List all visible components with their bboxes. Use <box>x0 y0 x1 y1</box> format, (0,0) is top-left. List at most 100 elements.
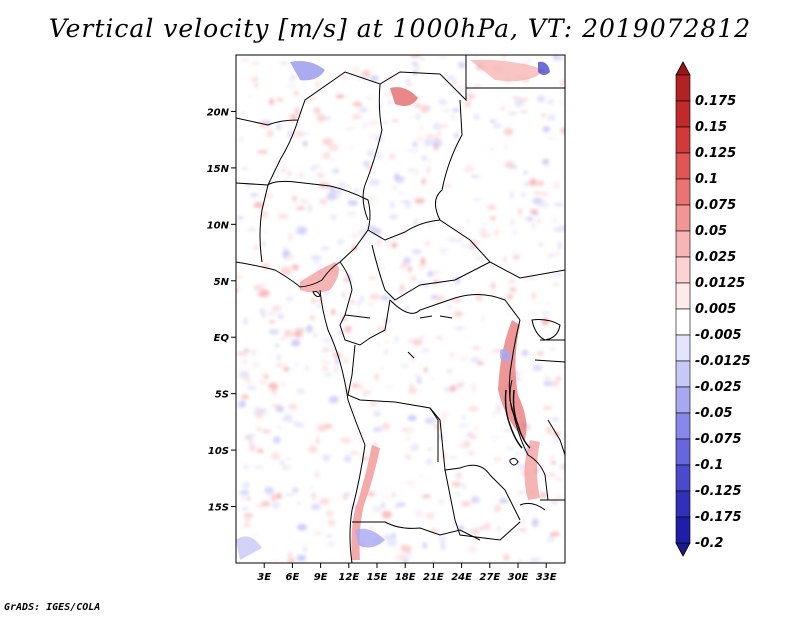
velocity-speckle <box>538 243 544 247</box>
velocity-speckle <box>238 400 247 408</box>
velocity-speckle <box>288 232 293 241</box>
velocity-speckle <box>422 542 428 549</box>
velocity-speckle <box>479 527 487 530</box>
velocity-speckle <box>294 330 302 337</box>
lat-tick-label: 5N <box>214 277 230 288</box>
velocity-speckle <box>310 503 321 511</box>
velocity-speckle <box>453 311 463 317</box>
velocity-speckle <box>438 124 449 128</box>
velocity-speckle <box>322 116 333 121</box>
velocity-speckle <box>368 195 377 204</box>
velocity-speckle <box>451 481 462 487</box>
velocity-speckle <box>493 229 500 236</box>
velocity-speckle <box>426 166 430 174</box>
velocity-speckle <box>438 499 445 504</box>
velocity-speckle <box>362 239 371 242</box>
lon-tick-label: 27E <box>479 572 500 583</box>
velocity-speckle <box>490 215 496 221</box>
velocity-speckle <box>529 275 539 280</box>
velocity-speckle <box>327 519 336 526</box>
velocity-speckle <box>435 336 443 340</box>
velocity-speckle <box>368 302 374 306</box>
velocity-speckle <box>360 456 369 462</box>
velocity-speckle <box>474 67 481 70</box>
velocity-speckle <box>414 373 421 379</box>
velocity-speckle <box>424 417 436 424</box>
velocity-speckle <box>370 75 379 82</box>
velocity-speckle <box>517 463 527 470</box>
velocity-speckle <box>426 220 433 228</box>
velocity-speckle <box>490 436 500 439</box>
velocity-speckle <box>408 387 418 395</box>
velocity-speckle <box>329 186 335 191</box>
velocity-speckle <box>277 353 281 361</box>
velocity-speckle <box>316 436 320 444</box>
velocity-speckle <box>504 146 508 149</box>
velocity-speckle <box>351 65 361 74</box>
velocity-speckle <box>529 209 539 214</box>
velocity-speckle <box>277 213 289 220</box>
velocity-speckle <box>386 240 391 248</box>
velocity-speckle <box>302 546 308 553</box>
lat-tick-label: 10N <box>207 220 230 231</box>
velocity-speckle <box>509 190 514 199</box>
velocity-speckle <box>322 454 330 462</box>
velocity-speckle <box>325 510 334 518</box>
velocity-speckle <box>416 377 422 384</box>
velocity-speckle <box>518 559 523 563</box>
velocity-speckle <box>251 61 261 65</box>
velocity-speckle <box>322 151 331 160</box>
velocity-speckle <box>543 380 553 387</box>
velocity-speckle <box>516 491 526 494</box>
velocity-speckle <box>261 313 267 318</box>
velocity-speckle <box>542 158 550 165</box>
velocity-speckle <box>405 83 414 87</box>
velocity-speckle <box>340 74 348 79</box>
colorbar-label: 0.075 <box>695 198 736 213</box>
velocity-speckle <box>420 154 427 162</box>
velocity-speckle <box>547 114 556 122</box>
country-borders <box>236 55 565 563</box>
velocity-speckle <box>425 512 435 520</box>
velocity-speckle <box>359 294 365 303</box>
velocity-speckle <box>240 496 247 501</box>
velocity-speckle <box>244 436 252 440</box>
velocity-speckle <box>471 528 479 535</box>
velocity-speckle <box>275 406 285 413</box>
velocity-speckle <box>453 132 460 139</box>
velocity-speckle <box>427 447 433 452</box>
velocity-speckle <box>289 403 298 411</box>
colorbar-label: -0.0125 <box>695 354 751 369</box>
velocity-speckle <box>270 389 277 397</box>
velocity-speckle <box>335 395 344 398</box>
velocity-speckle <box>270 493 277 501</box>
velocity-speckle <box>438 99 448 105</box>
velocity-speckle <box>350 146 355 149</box>
velocity-speckle <box>549 531 560 537</box>
velocity-speckle <box>464 100 472 108</box>
velocity-speckle <box>304 365 310 372</box>
colorbar-swatch <box>675 386 691 414</box>
lat-tick-label: 10S <box>208 446 229 457</box>
velocity-speckle <box>253 532 257 538</box>
colorbar-swatch <box>675 204 691 232</box>
velocity-speckle <box>520 192 527 198</box>
velocity-speckle <box>280 381 286 388</box>
velocity-speckle <box>424 241 431 247</box>
colorbar-label: 0.05 <box>695 224 727 239</box>
lat-tick-label: 5S <box>215 390 229 401</box>
velocity-speckle <box>244 378 252 384</box>
velocity-speckle <box>431 139 443 147</box>
velocity-speckle <box>391 242 398 249</box>
velocity-speckle <box>559 127 565 135</box>
velocity-speckle <box>446 303 452 310</box>
velocity-speckle <box>440 419 445 425</box>
velocity-speckle <box>322 137 333 146</box>
colorbar-swatch <box>675 100 691 128</box>
velocity-speckle <box>316 114 327 122</box>
lon-tick-label: 30E <box>508 572 529 583</box>
velocity-speckle <box>451 298 463 303</box>
velocity-speckle <box>243 359 247 365</box>
velocity-speckle <box>500 107 506 110</box>
velocity-speckle <box>532 364 543 371</box>
